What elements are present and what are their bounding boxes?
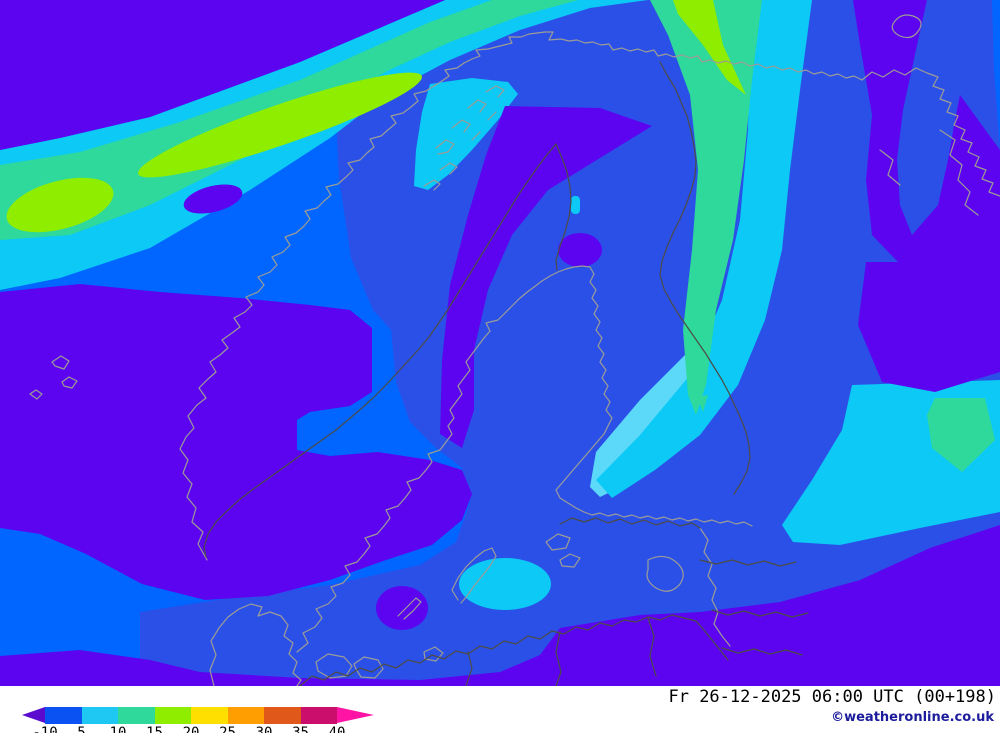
scale-tick-label: 30 (255, 725, 273, 733)
scale-segment (154, 707, 191, 724)
scale-segment (191, 707, 228, 724)
kindex-map-canvas (0, 0, 1000, 686)
region-purple (0, 0, 1000, 686)
scale-tick-label: 25 (219, 725, 236, 733)
scale-tick-label: -10 (32, 725, 58, 733)
scale-segment (45, 707, 82, 724)
scale-tick-label: 15 (146, 725, 163, 733)
weather-map (0, 0, 1000, 686)
scale-tick-label: 5 (77, 725, 86, 733)
scale-segment (264, 707, 301, 724)
coastline-paths (29, 14, 1000, 686)
border-paths (203, 61, 809, 686)
scale-tick-label: 20 (182, 725, 200, 733)
scale-arrow-right (337, 707, 374, 723)
region-azure-sliver (992, 0, 1000, 148)
valid-time-label: Fr 26-12-2025 06:00 UTC (00+198) (668, 687, 996, 707)
scale-segment (227, 707, 264, 724)
color-scale-labels: -10 5 10 15 20 25 30 35 40 (0, 725, 380, 733)
region-green (6, 0, 746, 233)
attribution-link[interactable]: ©weatheronline.co.uk (831, 710, 994, 725)
scale-segment (118, 707, 155, 724)
color-scale-bar (0, 707, 380, 724)
scale-tick-label: 10 (109, 725, 127, 733)
scale-tick-label: 35 (292, 725, 309, 733)
scale-arrow-left (22, 707, 45, 723)
scale-segment (81, 707, 118, 724)
scale-tick-label: 40 (328, 725, 346, 733)
scale-segment (300, 707, 337, 724)
